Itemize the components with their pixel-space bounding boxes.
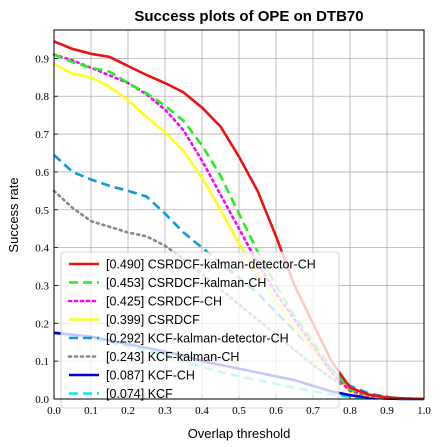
x-tick-label: 0.7 — [306, 405, 320, 417]
x-tick-label: 0.6 — [269, 405, 283, 417]
y-tick-label: 0.6 — [35, 167, 49, 179]
legend-entry-label: [0.074] KCF — [106, 387, 173, 401]
y-tick-labels: 0.0 0.1 0.2 0.3 0.4 0.5 0.6 0.7 0.8 0.9 — [35, 53, 49, 406]
legend-entry-label: [0.399] CSRDCF — [106, 313, 200, 327]
x-tick-label: 0.0 — [47, 405, 61, 417]
y-tick-label: 0.0 — [35, 394, 49, 406]
legend-entry-label: [0.453] CSRDCF-kalman-CH — [106, 276, 266, 290]
y-tick-label: 0.4 — [35, 243, 49, 255]
x-tick-label: 1.0 — [417, 405, 431, 417]
x-tick-label: 0.9 — [380, 405, 394, 417]
legend: [0.490] CSRDCF-kalman-detector-CH [0.453]… — [60, 251, 340, 409]
y-tick-label: 0.5 — [35, 205, 49, 217]
x-tick-label: 0.1 — [84, 405, 98, 417]
x-tick-labels: 0.0 0.1 0.2 0.3 0.4 0.5 0.6 0.7 0.8 0.9 1.0 — [47, 405, 431, 417]
legend-entry-label: [0.087] KCF-CH — [106, 369, 195, 383]
x-tick-label: 0.5 — [232, 405, 246, 417]
legend-box — [60, 251, 340, 409]
x-tick-label: 0.8 — [343, 405, 357, 417]
series-line — [53, 40, 425, 401]
y-tick-label: 0.2 — [35, 318, 49, 330]
x-tick-label: 0.3 — [158, 405, 172, 417]
y-tick-label: 0.7 — [35, 129, 49, 141]
x-axis-label: Overlap threshold — [188, 426, 291, 441]
plot-frame — [53, 29, 425, 400]
legend-entry-label: [0.243] KCF-kalman-CH — [106, 350, 239, 364]
legend-entry-label: [0.425] CSRDCF-CH — [106, 295, 222, 309]
y-tick-label: 0.9 — [35, 53, 49, 65]
y-tick-label: 0.8 — [35, 91, 49, 103]
chart-title: Success plots of OPE on DTB70 — [134, 8, 363, 25]
y-tick-label: 0.3 — [35, 280, 49, 292]
legend-entry-label: [0.490] CSRDCF-kalman-detector-CH — [106, 258, 316, 272]
y-axis-label: Success rate — [6, 177, 21, 252]
y-tick-label: 0.1 — [35, 356, 49, 368]
x-tick-label: 0.2 — [121, 405, 135, 417]
legend-entry-label: [0.292] KCF-kalman-detector-CH — [106, 332, 289, 346]
x-tick-label: 0.4 — [195, 405, 209, 417]
